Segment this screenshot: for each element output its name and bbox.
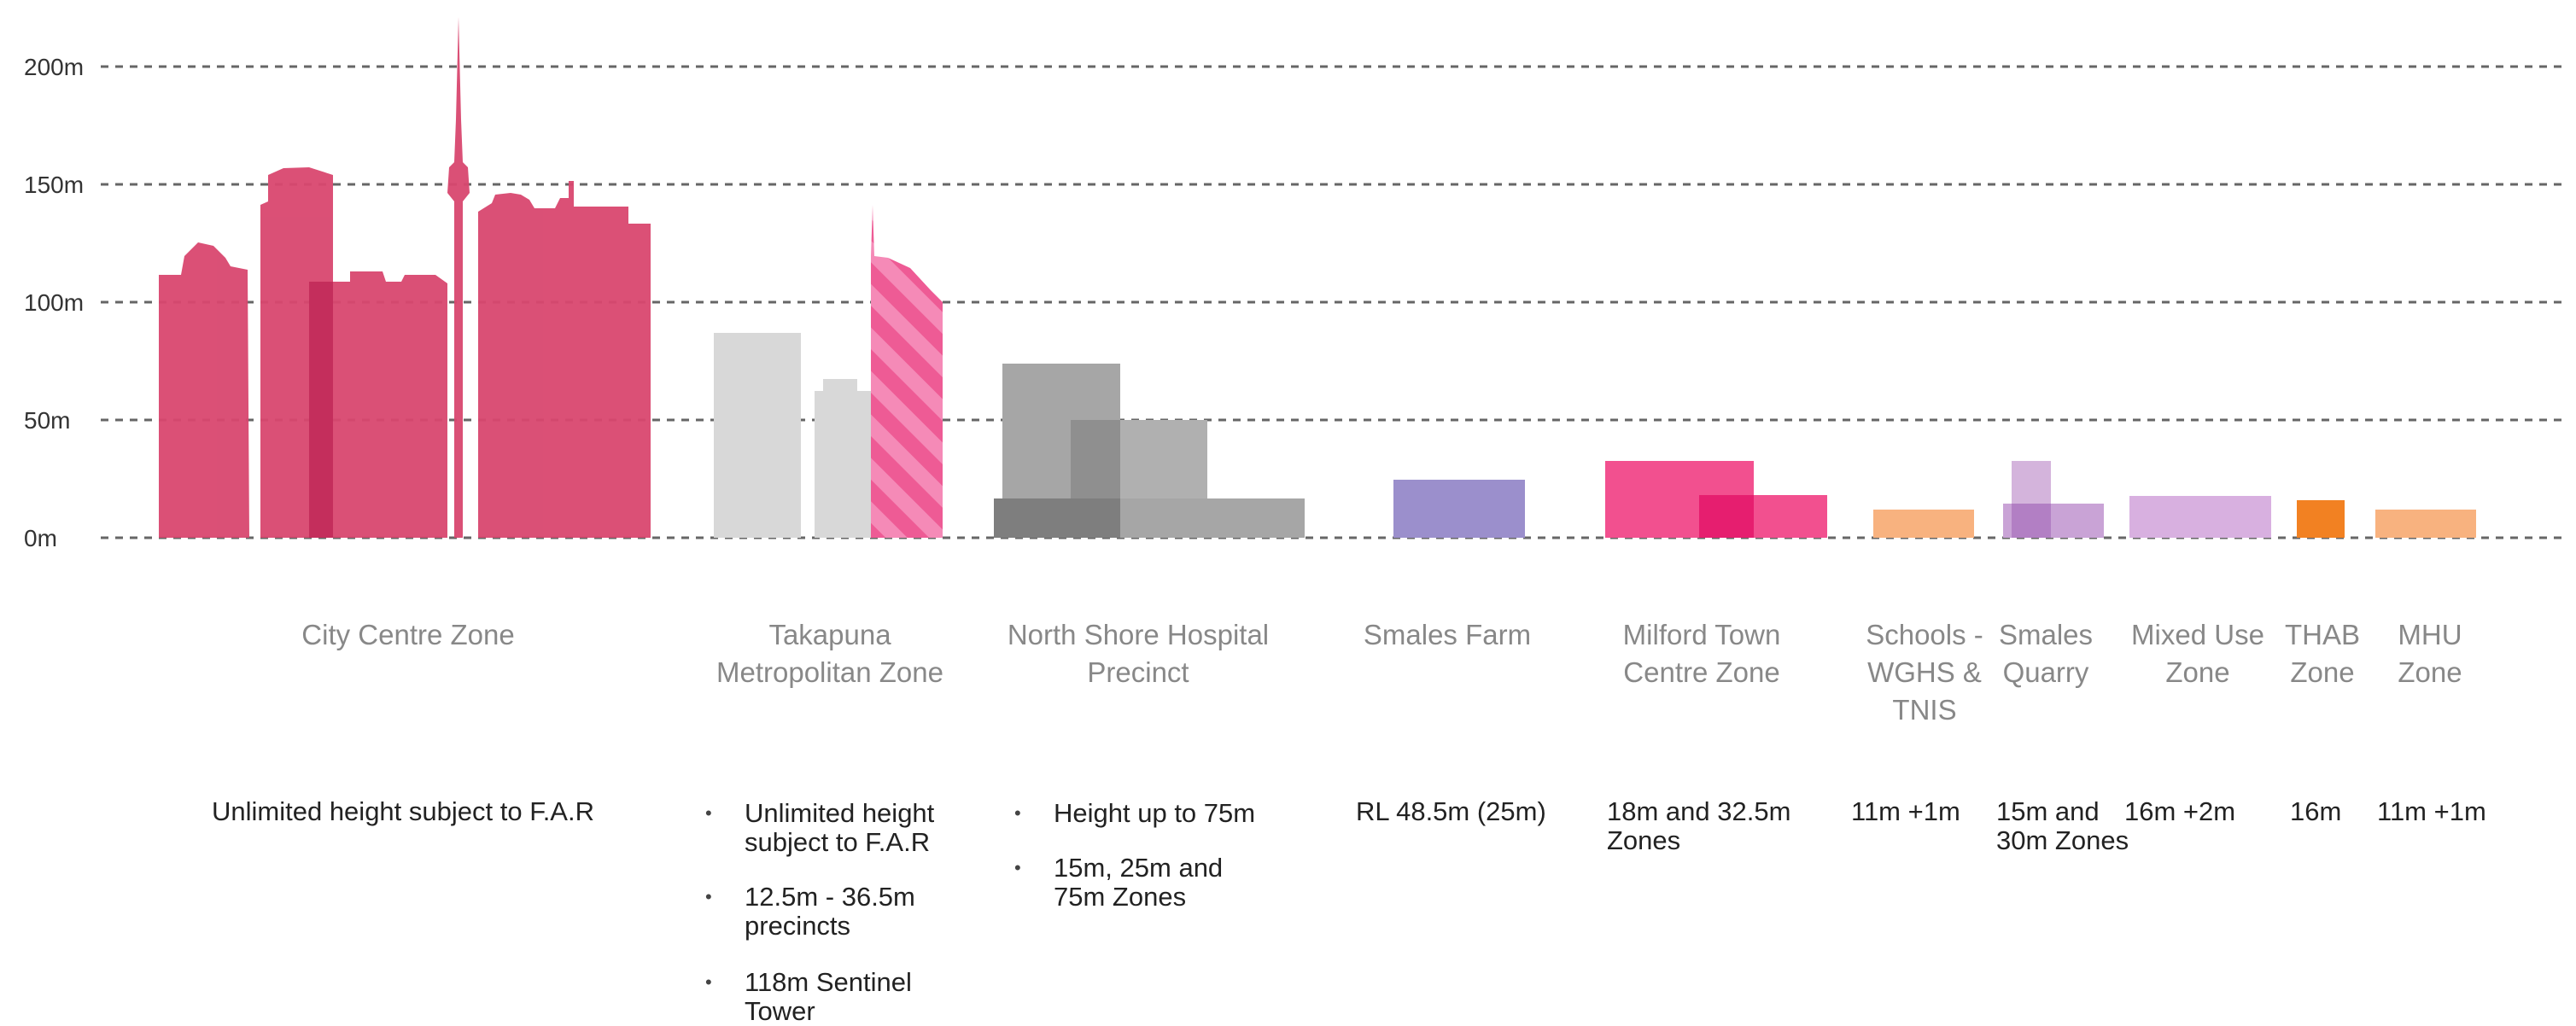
note-hospital-2: 15m, 25m and 75m Zones <box>1014 854 1223 912</box>
note-mixed-use: 16m +2m <box>2124 796 2236 826</box>
smales-farm-block <box>1393 480 1525 538</box>
city-building-overlap <box>309 282 333 538</box>
mhu-block <box>2375 510 2476 538</box>
zone-name-takapuna: Takapuna Metropolitan Zone <box>716 619 943 688</box>
note-mhu: 11m +1m <box>2377 796 2486 826</box>
takapuna-building <box>815 379 873 538</box>
takapuna-building <box>714 333 801 538</box>
zone-name-mhu: MHU Zone <box>2398 619 2462 688</box>
zone-name-smales-farm: Smales Farm <box>1363 619 1532 650</box>
city-building <box>333 271 447 538</box>
zone-name-milford: Milford Town Centre Zone <box>1622 619 1781 688</box>
sky-tower <box>447 17 470 538</box>
note-smales-farm: RL 48.5m (25m) <box>1356 796 1546 826</box>
schools-block <box>1873 510 1974 538</box>
zone-name-mixed-use: Mixed Use Zone <box>2131 619 2264 688</box>
note-takapuna-3: 118m Sentinel Tower <box>705 968 912 1026</box>
milford-block <box>1699 495 1754 538</box>
note-schools: 11m +1m <box>1851 796 1960 826</box>
city-building <box>159 242 249 538</box>
mixed-use-block <box>2129 496 2271 538</box>
note-hospital-1: Height up to 75m <box>1014 799 1255 829</box>
y-tick-label: 150m <box>24 172 84 198</box>
zone-name-schools: Schools - WGHS & TNIS <box>1866 619 1983 726</box>
note-city-centre: Unlimited height subject to F.A.R <box>212 796 594 826</box>
note-takapuna-1: Unlimited height subject to F.A.R <box>705 799 934 857</box>
y-tick-label: 0m <box>24 525 57 551</box>
milford-blocks <box>1605 461 1827 538</box>
zone-name-hospital: North Shore Hospital Precinct <box>1007 619 1270 688</box>
city-centre-skyline <box>159 17 651 538</box>
smales-quarry-blocks <box>2003 461 2104 538</box>
sentinel-tower <box>871 205 943 538</box>
note-smales-quarry: 15m and 30m Zones <box>1996 796 2129 855</box>
note-thab: 16m <box>2290 796 2342 826</box>
thab-block <box>2297 500 2345 538</box>
y-tick-label: 50m <box>24 407 70 434</box>
hospital-buildings <box>994 364 1305 538</box>
hospital-building <box>994 498 1120 538</box>
gridlines <box>101 65 2561 539</box>
takapuna-buildings <box>714 205 943 538</box>
city-building <box>478 181 651 538</box>
y-tick-label: 200m <box>24 54 84 80</box>
zone-name-thab: THAB Zone <box>2284 619 2360 688</box>
zone-name-smales-quarry: Smales Quarry <box>1998 619 2094 688</box>
zone-name-city-centre: City Centre Zone <box>301 619 515 650</box>
note-takapuna-2: 12.5m - 36.5m precincts <box>705 883 915 941</box>
y-tick-label: 100m <box>24 289 84 316</box>
y-axis: 0m 50m 100m 150m 200m <box>24 54 84 551</box>
note-milford: 18m and 32.5m Zones <box>1607 796 1791 855</box>
smales-quarry-block <box>2012 504 2051 538</box>
